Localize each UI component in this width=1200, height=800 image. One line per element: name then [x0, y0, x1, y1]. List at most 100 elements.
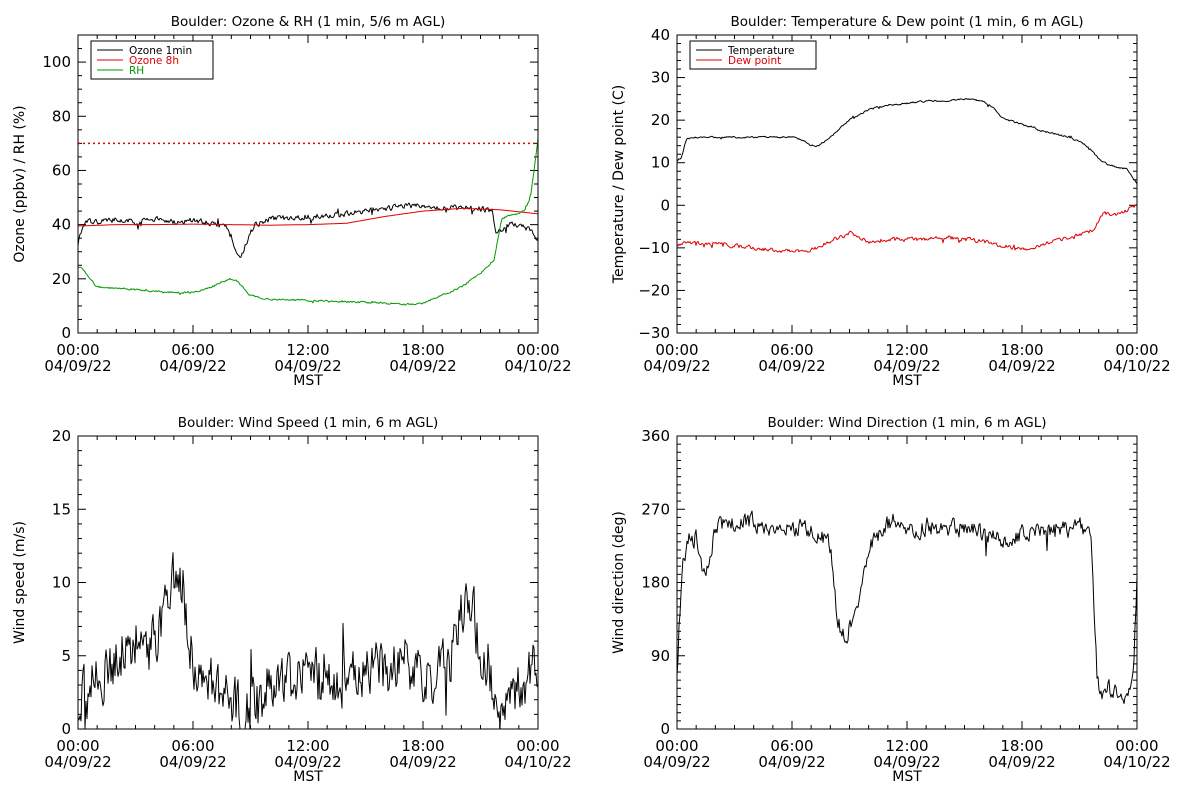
x-tick-date-label: 04/09/22 [159, 753, 226, 771]
x-tick-date-label: 04/09/22 [159, 357, 226, 375]
y-tick-label: 5 [61, 647, 71, 665]
x-tick-time-label: 00:00 [56, 737, 99, 755]
x-tick-date-label: 04/09/22 [389, 753, 456, 771]
chart-panel-4: Boulder: Wind Direction (1 min, 6 m AGL)… [611, 415, 1171, 785]
axis-ticks [676, 34, 1138, 334]
y-tick-label: 20 [52, 270, 71, 288]
y-axis-label: Wind speed (m/s) [12, 521, 28, 644]
chart-title: Boulder: Temperature & Dew point (1 min,… [731, 14, 1084, 30]
x-tick-time-label: 18:00 [1000, 341, 1043, 359]
series-line-data [676, 510, 1138, 705]
legend-box [689, 40, 817, 70]
y-tick-label: 60 [52, 161, 71, 179]
series-line-dew-point [676, 204, 1138, 253]
y-tick-label: 20 [651, 111, 670, 129]
axis-ticks [676, 435, 1138, 730]
y-tick-label: 180 [641, 574, 670, 592]
y-tick-label: 0 [660, 720, 670, 738]
x-tick-date-label: 04/09/22 [988, 753, 1055, 771]
x-tick-time-label: 06:00 [770, 341, 813, 359]
legend-label: Temperature [727, 45, 795, 57]
y-tick-label: 100 [42, 53, 71, 71]
plot-frame [77, 435, 539, 730]
y-tick-label: 0 [61, 720, 71, 738]
x-axis-title: MST [293, 373, 323, 389]
x-tick-time-label: 00:00 [516, 341, 559, 359]
chart-panel-3: Boulder: Wind Speed (1 min, 6 m AGL) Wind… [12, 415, 572, 785]
legend-label: RH [129, 65, 144, 77]
x-tick-date-label: 04/09/22 [643, 753, 710, 771]
x-tick-date-label: 04/10/22 [504, 753, 571, 771]
x-tick-date-label: 04/09/22 [643, 357, 710, 375]
series-line-data [77, 552, 539, 730]
x-tick-time-label: 06:00 [770, 737, 813, 755]
chart-title: Boulder: Wind Speed (1 min, 6 m AGL) [178, 415, 438, 431]
x-tick-time-label: 00:00 [655, 737, 698, 755]
y-tick-label: 15 [52, 500, 71, 518]
y-tick-label: −20 [638, 281, 670, 299]
plot-frame [676, 34, 1138, 334]
y-axis-label: Temperature / Dew point (C) [611, 85, 627, 284]
x-tick-time-label: 18:00 [1000, 737, 1043, 755]
y-tick-label: 0 [660, 196, 670, 214]
x-axis-title: MST [293, 769, 323, 785]
y-tick-label: 40 [52, 216, 71, 234]
x-tick-time-label: 00:00 [655, 341, 698, 359]
x-tick-date-label: 04/10/22 [504, 357, 571, 375]
y-axis-label: Ozone (ppbv) / RH (%) [12, 105, 28, 262]
y-tick-label: 10 [651, 154, 670, 172]
chart-panel-2: Boulder: Temperature & Dew point (1 min,… [611, 14, 1171, 389]
x-tick-date-label: 04/09/22 [44, 357, 111, 375]
chart-title: Boulder: Ozone & RH (1 min, 5/6 m AGL) [171, 14, 446, 30]
plot-frame [77, 34, 539, 334]
x-tick-date-label: 04/09/22 [274, 753, 341, 771]
x-tick-date-label: 04/09/22 [873, 753, 940, 771]
x-tick-time-label: 06:00 [171, 341, 214, 359]
x-tick-time-label: 00:00 [1115, 737, 1158, 755]
y-tick-label: 90 [651, 647, 670, 665]
x-tick-time-label: 12:00 [885, 737, 928, 755]
x-tick-date-label: 04/09/22 [389, 357, 456, 375]
legend-label: Dew point [728, 55, 781, 67]
y-tick-label: 80 [52, 107, 71, 125]
y-tick-label: −30 [638, 324, 670, 342]
y-tick-label: −10 [638, 239, 670, 257]
chart-panel-1: Boulder: Ozone & RH (1 min, 5/6 m AGL) Oz… [12, 14, 572, 389]
x-tick-date-label: 04/09/22 [988, 357, 1055, 375]
series-line-rh [77, 138, 539, 306]
axis-ticks [77, 34, 539, 334]
x-tick-time-label: 12:00 [286, 737, 329, 755]
legend-label: Ozone 8h [129, 55, 179, 67]
x-axis-title: MST [892, 373, 922, 389]
x-tick-time-label: 12:00 [885, 341, 928, 359]
y-tick-label: 0 [61, 324, 71, 342]
x-tick-time-label: 18:00 [401, 737, 444, 755]
y-tick-label: 10 [52, 574, 71, 592]
x-tick-date-label: 04/09/22 [758, 357, 825, 375]
x-tick-date-label: 04/09/22 [758, 753, 825, 771]
y-tick-label: 20 [52, 427, 71, 445]
y-tick-label: 40 [651, 26, 670, 44]
x-tick-time-label: 06:00 [171, 737, 214, 755]
x-tick-date-label: 04/10/22 [1103, 753, 1170, 771]
y-tick-label: 30 [651, 69, 670, 87]
x-tick-time-label: 00:00 [1115, 341, 1158, 359]
y-tick-label: 360 [641, 427, 670, 445]
x-tick-time-label: 18:00 [401, 341, 444, 359]
plot-frame [676, 435, 1138, 730]
x-axis-title: MST [892, 769, 922, 785]
x-tick-time-label: 00:00 [516, 737, 559, 755]
y-tick-label: 270 [641, 500, 670, 518]
x-tick-date-label: 04/09/22 [274, 357, 341, 375]
legend-label: Ozone 1min [129, 45, 192, 57]
x-tick-date-label: 04/09/22 [44, 753, 111, 771]
chart-title: Boulder: Wind Direction (1 min, 6 m AGL) [767, 415, 1046, 431]
x-tick-date-label: 04/09/22 [873, 357, 940, 375]
series-line-temperature [676, 98, 1138, 184]
x-tick-time-label: 12:00 [286, 341, 329, 359]
x-tick-time-label: 00:00 [56, 341, 99, 359]
y-axis-label: Wind direction (deg) [611, 511, 627, 654]
